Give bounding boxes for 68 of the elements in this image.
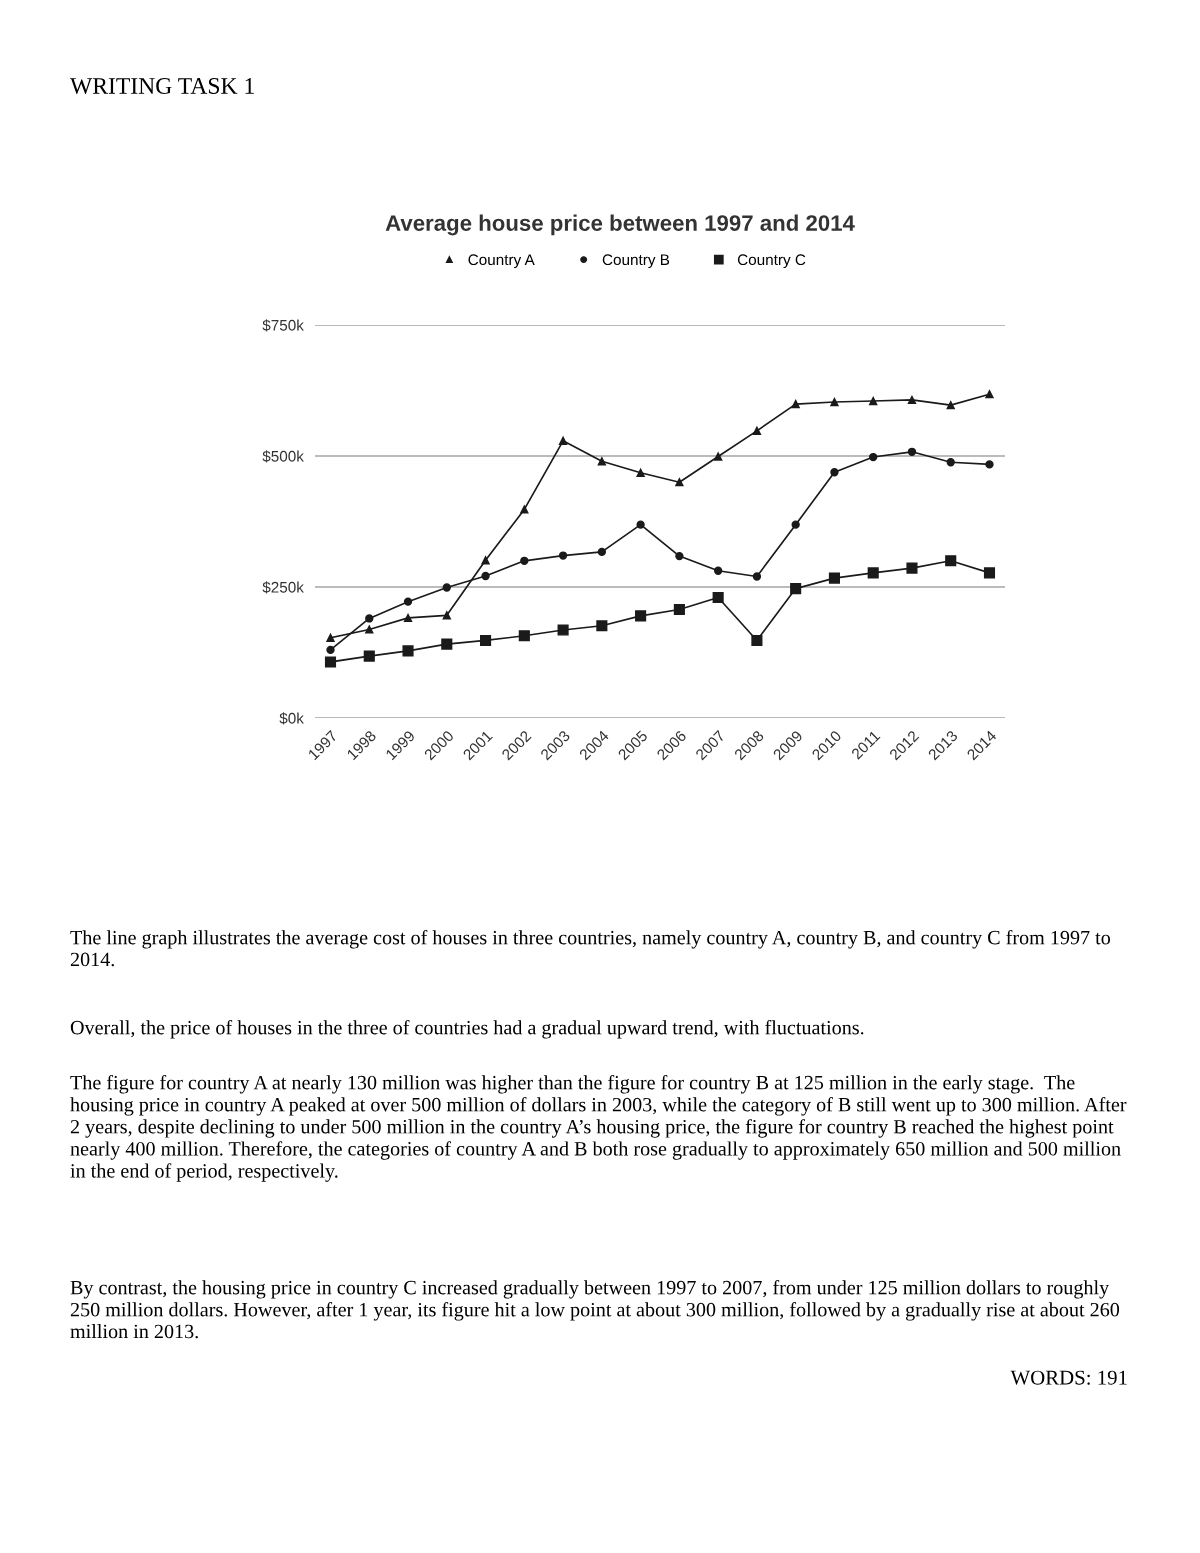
point — [365, 625, 374, 634]
point — [985, 460, 994, 469]
point — [557, 624, 569, 636]
point — [907, 447, 917, 456]
point — [636, 520, 645, 529]
y-tick-label: $500k — [262, 450, 304, 463]
point — [869, 452, 878, 462]
point — [518, 630, 530, 642]
point — [596, 620, 608, 632]
point — [597, 457, 607, 466]
point — [946, 401, 955, 410]
point — [326, 633, 335, 642]
text: By contrast, the housing price in country C increased gradually between 1997 to 2007, from under 125 million dollars to roughly 250 million dollars. However, after 1 year, its figure hit a low point at about 300 million, followed by a gradually rise at about 260 million in 2013. — [70, 1280, 1120, 1339]
y-tick-label: $250k — [262, 581, 304, 594]
text: WRITING TASK 1 — [70, 78, 254, 95]
point — [983, 567, 996, 579]
point — [828, 572, 840, 584]
point — [946, 458, 955, 467]
point — [520, 556, 529, 565]
point — [558, 436, 568, 445]
point — [791, 520, 800, 529]
legend-label: Country C — [737, 254, 806, 269]
point — [558, 551, 568, 560]
chart-title: Average house price between 1997 and 2014 — [385, 214, 855, 236]
point — [520, 505, 529, 514]
text: WORDS: 191 — [1010, 1370, 1127, 1385]
legend-label: Country A — [468, 254, 535, 269]
point — [791, 399, 800, 409]
point — [712, 591, 724, 604]
point — [442, 583, 451, 592]
point — [673, 603, 685, 616]
point — [442, 611, 451, 620]
text: Overall, the price of houses in the three of countries had a gradual upward trend, with fluctuations. — [70, 1020, 864, 1039]
point — [867, 567, 879, 579]
legend-label: Country B — [602, 254, 670, 269]
point — [480, 634, 492, 647]
point — [402, 645, 414, 657]
point — [597, 547, 607, 557]
text: The line graph illustrates the average cost of houses in three countries, namely country A, country B, and country C from 1997 to 2014. — [70, 930, 1111, 967]
point — [403, 597, 413, 606]
point — [907, 395, 917, 405]
point — [365, 614, 374, 623]
point — [945, 555, 957, 567]
point — [675, 551, 684, 561]
point — [481, 556, 490, 565]
point — [481, 571, 490, 581]
point — [752, 572, 762, 581]
point — [752, 426, 762, 436]
point — [906, 562, 918, 574]
point — [985, 390, 994, 399]
y-tick-label: $750k — [262, 319, 304, 332]
point — [636, 468, 645, 477]
point — [675, 478, 684, 487]
point — [363, 650, 375, 662]
point — [403, 613, 413, 623]
point — [830, 468, 839, 477]
text: The figure for country A at nearly 130 million was higher than the figure for country B at 125 million in the early stage. The housing price in country A peaked at over 500 million of dollars in 2003, while the category of B still went up to 300 million. After 2 years, despite declining to under 500 million in the country A’s housing price, the figure for country B reached the highest point nearly 400 million. Therefore, the categories of country A and B both rose gradually to approximately 650 million and 500 million in the end of period, respectively. — [70, 1075, 1127, 1182]
point — [869, 396, 878, 406]
point — [324, 656, 337, 668]
point — [326, 645, 335, 655]
point — [713, 566, 723, 575]
y-tick-label: $0k — [279, 712, 304, 725]
point — [441, 638, 453, 650]
point — [751, 634, 763, 647]
point — [790, 583, 802, 595]
point — [635, 610, 647, 622]
point — [713, 452, 723, 461]
point — [830, 397, 839, 407]
